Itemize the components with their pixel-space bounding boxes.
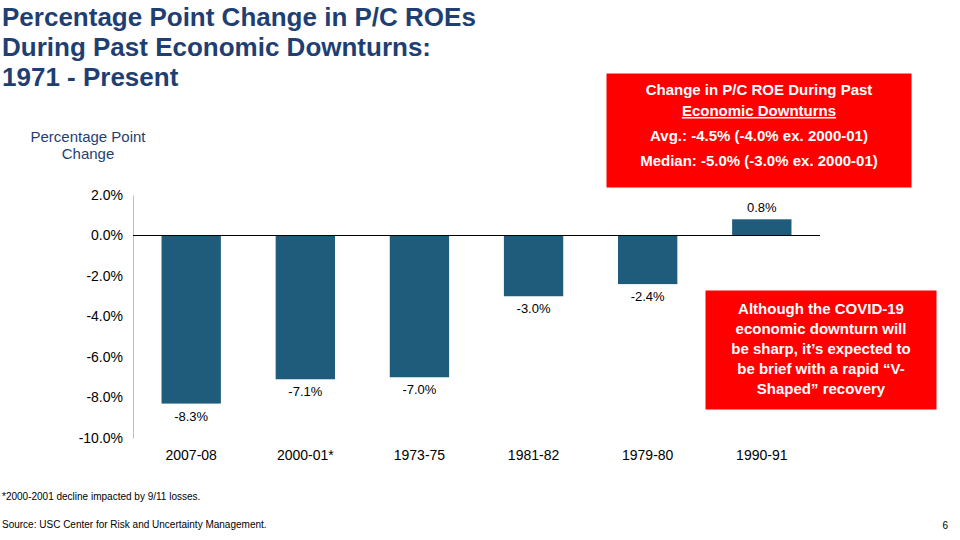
y-axis: -10.0% -8.0% -6.0% -4.0% -2.0% 0.0% 2.0%: [79, 187, 134, 446]
x-axis-line: [134, 438, 821, 439]
bar: [504, 236, 563, 297]
x-tick-label: 1973-75: [394, 447, 446, 463]
page-number: 6: [942, 520, 948, 531]
x-tick: 1990-91: [736, 438, 788, 463]
bar: [618, 236, 677, 285]
zero-line: [133, 235, 820, 236]
y-tick-label: -2.0%: [86, 268, 123, 284]
source: Source: USC Center for Risk and Uncertai…: [2, 519, 267, 530]
y-tick: -6.0%: [86, 349, 133, 365]
data-label: -8.3%: [174, 409, 208, 424]
footnote: *2000-2001 decline impacted by 9/11 loss…: [2, 491, 200, 502]
x-tick-label: 2007-08: [166, 447, 218, 463]
x-axis: 2007-08 2000-01* 1973-75 1981-82 1979-80 1990…: [134, 438, 821, 463]
bar: [390, 236, 449, 378]
x-tick: 2007-08: [166, 438, 218, 463]
x-tick-label: 1981-82: [508, 447, 560, 463]
annotation-title: Economic Downturns: [682, 102, 836, 119]
y-tick: -10.0%: [79, 430, 133, 446]
y-tick-label: -4.0%: [86, 308, 123, 324]
data-label: -7.0%: [402, 382, 436, 397]
y-axis-label: Percentage Point: [30, 128, 146, 145]
annotation-text: Median: -5.0% (-3.0% ex. 2000-01): [640, 152, 878, 169]
data-label: -3.0%: [517, 301, 551, 316]
y-tick-label: -6.0%: [86, 349, 123, 365]
y-tick-label: 0.0%: [91, 227, 123, 243]
x-tick: 1979-80: [622, 438, 674, 463]
y-tick: -2.0%: [86, 268, 133, 284]
title: During Past Economic Downturns:: [2, 32, 431, 62]
annotation-box: [606, 73, 912, 188]
title: 1971 - Present: [2, 62, 179, 92]
y-tick: 0.0%: [91, 227, 133, 243]
y-tick-label: 2.0%: [91, 187, 123, 203]
title: Percentage Point Change in P/C ROEs: [2, 2, 476, 32]
bar: [276, 236, 335, 380]
annotation-text: Shaped” recovery: [757, 380, 886, 397]
bars: [162, 219, 792, 403]
x-tick-label: 1990-91: [736, 447, 788, 463]
data-label: 0.8%: [747, 200, 777, 215]
chart: Percentage Point Change in P/C ROEsDurin…: [0, 0, 960, 540]
bar: [732, 219, 791, 235]
y-tick-label: -10.0%: [79, 430, 123, 446]
y-tick: -4.0%: [86, 308, 133, 324]
annotation-text: Avg.: -4.5% (-4.0% ex. 2000-01): [650, 127, 868, 144]
annotation-box: [705, 290, 937, 410]
annotation-text: be sharp, it’s expected to: [731, 340, 911, 357]
data-label: -2.4%: [631, 289, 665, 304]
y-tick: -8.0%: [86, 389, 133, 405]
y-axis-line: [133, 196, 134, 439]
annotation-text: Although the COVID-19: [738, 300, 904, 317]
x-tick-label: 1979-80: [622, 447, 674, 463]
data-label: -7.1%: [288, 384, 322, 399]
x-tick: 2000-01*: [277, 438, 334, 463]
x-tick: 1981-82: [508, 438, 560, 463]
x-tick-label: 2000-01*: [277, 447, 334, 463]
bar: [162, 236, 221, 404]
annotation-title: Change in P/C ROE During Past: [646, 81, 873, 98]
y-axis-label: Change: [62, 145, 115, 162]
x-tick: 1973-75: [394, 438, 446, 463]
annotation-text: economic downturn will: [736, 320, 907, 337]
annotation-text: be brief with a rapid “V-: [737, 360, 905, 377]
y-tick: 2.0%: [91, 187, 133, 203]
y-tick-label: -8.0%: [86, 389, 123, 405]
